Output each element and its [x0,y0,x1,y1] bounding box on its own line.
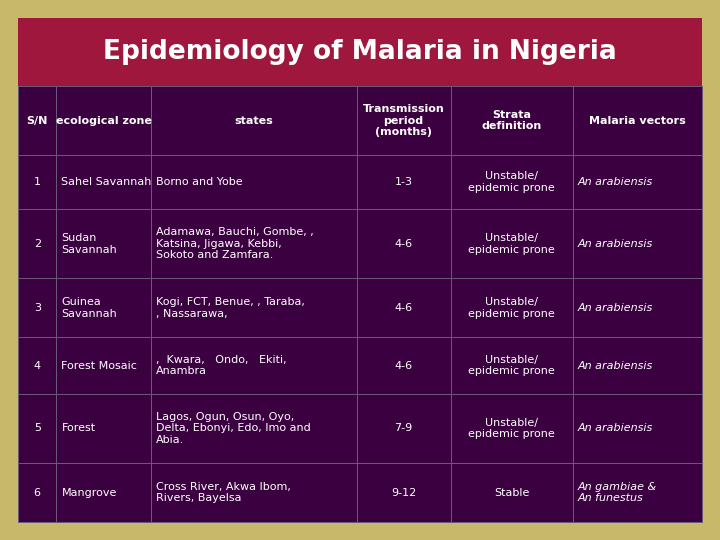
Bar [56,338,150,394]
Bar [451,86,573,155]
Bar [356,86,451,155]
Bar [150,338,356,394]
Text: 5: 5 [34,423,41,434]
Bar [150,394,356,463]
Text: Unstable/
epidemic prone: Unstable/ epidemic prone [469,417,555,439]
Bar [18,338,56,394]
Bar [356,155,451,209]
Text: Forest Mosaic: Forest Mosaic [61,361,138,370]
Text: An arabiensis: An arabiensis [578,239,653,249]
Text: 4-6: 4-6 [395,361,413,370]
Bar [150,278,356,338]
Bar [573,86,702,155]
Text: Forest: Forest [61,423,96,434]
Bar [150,86,356,155]
Text: 1: 1 [34,177,41,187]
Text: ,  Kwara,   Ondo,   Ekiti,
Anambra: , Kwara, Ondo, Ekiti, Anambra [156,355,287,376]
Text: Epidemiology of Malaria in Nigeria: Epidemiology of Malaria in Nigeria [103,39,617,65]
Text: 7-9: 7-9 [395,423,413,434]
Bar [573,338,702,394]
Bar [18,155,56,209]
Bar [18,278,56,338]
Text: 4: 4 [34,361,41,370]
Text: Guinea
Savannah: Guinea Savannah [61,297,117,319]
Text: 4-6: 4-6 [395,303,413,313]
Text: 2: 2 [34,239,41,249]
Bar [451,338,573,394]
Text: An gambiae &
An funestus: An gambiae & An funestus [578,482,657,503]
Text: states: states [234,116,273,126]
Text: Lagos, Ogun, Osun, Oyo,
Delta, Ebonyi, Edo, Imo and
Abia.: Lagos, Ogun, Osun, Oyo, Delta, Ebonyi, E… [156,412,310,445]
Bar [56,278,150,338]
Text: Unstable/
epidemic prone: Unstable/ epidemic prone [469,355,555,376]
Text: Borno and Yobe: Borno and Yobe [156,177,242,187]
Text: An arabiensis: An arabiensis [578,361,653,370]
Text: Strata
definition: Strata definition [482,110,542,131]
Bar [18,18,702,86]
Bar [451,155,573,209]
Text: Kogi, FCT, Benue, , Taraba,
, Nassarawa,: Kogi, FCT, Benue, , Taraba, , Nassarawa, [156,297,305,319]
Bar [56,155,150,209]
Bar [356,278,451,338]
Bar [451,278,573,338]
Text: Unstable/
epidemic prone: Unstable/ epidemic prone [469,171,555,193]
Text: Transmission
period
(months): Transmission period (months) [363,104,444,137]
Text: Sahel Savannah: Sahel Savannah [61,177,152,187]
Bar [150,155,356,209]
Bar [56,86,150,155]
Text: Stable: Stable [494,488,529,497]
Bar [18,86,56,155]
Bar [356,394,451,463]
Text: Unstable/
epidemic prone: Unstable/ epidemic prone [469,233,555,254]
Text: Cross River, Akwa Ibom,
Rivers, Bayelsa: Cross River, Akwa Ibom, Rivers, Bayelsa [156,482,290,503]
Text: An arabiensis: An arabiensis [578,423,653,434]
Text: ecological zone: ecological zone [55,116,151,126]
Bar [356,209,451,278]
Text: 3: 3 [34,303,41,313]
Bar [150,209,356,278]
Text: 4-6: 4-6 [395,239,413,249]
Bar [356,463,451,522]
Bar [56,463,150,522]
Bar [451,463,573,522]
Text: S/N: S/N [27,116,48,126]
Text: 9-12: 9-12 [391,488,416,497]
Text: Unstable/
epidemic prone: Unstable/ epidemic prone [469,297,555,319]
Bar [573,155,702,209]
Bar [56,394,150,463]
Text: Adamawa, Bauchi, Gombe, ,
Katsina, Jigawa, Kebbi,
Sokoto and Zamfara.: Adamawa, Bauchi, Gombe, , Katsina, Jigaw… [156,227,313,260]
Text: An arabiensis: An arabiensis [578,177,653,187]
Bar [150,463,356,522]
Text: 1-3: 1-3 [395,177,413,187]
Bar [18,394,56,463]
Bar [451,394,573,463]
Text: 6: 6 [34,488,41,497]
Bar [18,209,56,278]
Text: An arabiensis: An arabiensis [578,303,653,313]
Text: Sudan
Savannah: Sudan Savannah [61,233,117,254]
Bar [18,463,56,522]
Bar [573,463,702,522]
Bar [573,209,702,278]
Text: Malaria vectors: Malaria vectors [589,116,686,126]
Bar [573,394,702,463]
Bar [451,209,573,278]
Bar [56,209,150,278]
Bar [573,278,702,338]
Text: Mangrove: Mangrove [61,488,117,497]
Bar [356,338,451,394]
